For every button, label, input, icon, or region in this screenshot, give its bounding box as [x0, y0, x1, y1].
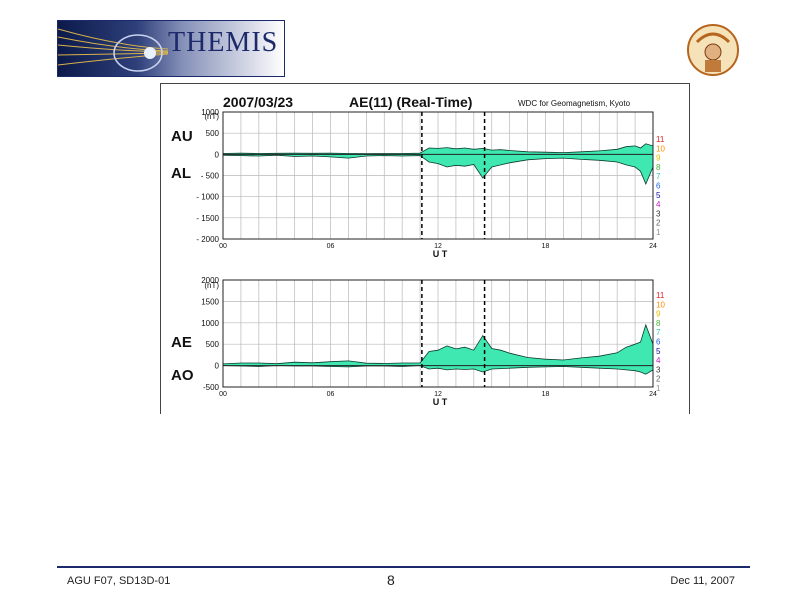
x-tick-label: 00: [219, 243, 227, 250]
x-tick-label: 12: [434, 243, 442, 250]
series-label-ao: AO: [171, 367, 194, 384]
y-tick-label: 1000: [201, 108, 219, 117]
unit-label: (nT): [204, 281, 219, 290]
y-tick-label: - 500: [201, 172, 220, 181]
station-count-label: 9: [656, 154, 661, 163]
magnetosphere-graphic: [58, 28, 169, 72]
station-count-label: 1: [656, 228, 661, 237]
y-tick-label: - 1500: [196, 214, 219, 223]
plot-frame: [222, 111, 654, 240]
y-tick-label: - 2000: [196, 235, 219, 244]
footer-divider: [57, 566, 750, 568]
station-count-label: 8: [656, 163, 661, 172]
chart-canvas: 2007/03/23 AE(11) (Real-Time) WDC for Ge…: [171, 94, 665, 407]
x-tick-label: 24: [649, 243, 657, 250]
station-count-label: 5: [656, 347, 661, 356]
station-count-label: 4: [656, 200, 661, 209]
station-count-label: 10: [656, 144, 665, 153]
station-count-label: 10: [656, 300, 665, 309]
y-tick-label: - 1000: [196, 193, 219, 202]
logo-title: THEMIS: [168, 27, 279, 58]
x-tick-label: 18: [542, 243, 550, 250]
station-count-label: 3: [656, 209, 661, 218]
themis-mascot-icon: [687, 24, 739, 76]
station-count-label: 2: [656, 219, 661, 228]
series-label-au: AU: [171, 128, 193, 145]
station-count-label: 6: [656, 182, 661, 191]
station-count-label: 8: [656, 319, 661, 328]
x-tick-label: 12: [434, 391, 442, 398]
station-count-label: 6: [656, 338, 661, 347]
y-tick-label: -500: [203, 383, 220, 392]
x-tick-label: 18: [542, 391, 550, 398]
ae-index-chart: 2007/03/23 AE(11) (Real-Time) WDC for Ge…: [160, 83, 690, 414]
series-label-ae: AE: [171, 334, 192, 351]
station-count-label: 9: [656, 310, 661, 319]
page-number: 8: [387, 572, 395, 588]
footer-meeting-label: AGU F07, SD13D-01: [67, 575, 171, 587]
station-count-label: 7: [656, 172, 661, 181]
station-count-label: 5: [656, 191, 661, 200]
station-count-label: 2: [656, 375, 661, 384]
x-tick-label: 06: [327, 391, 335, 398]
station-count-label: 11: [656, 291, 665, 300]
footer-date: Dec 11, 2007: [670, 575, 735, 587]
y-tick-label: 500: [206, 129, 220, 138]
y-tick-label: 1000: [201, 319, 219, 328]
y-tick-label: 500: [206, 340, 220, 349]
unit-label: (nT): [204, 112, 219, 121]
station-count-label: 7: [656, 328, 661, 337]
y-tick-label: 0: [215, 150, 220, 159]
station-count-label: 3: [656, 365, 661, 374]
themis-logo-banner: THEMIS: [57, 20, 285, 77]
y-tick-label: 0: [215, 362, 220, 371]
x-tick-label: 06: [327, 243, 335, 250]
x-axis-label: U T: [433, 397, 448, 407]
y-tick-label: 1500: [201, 297, 219, 306]
station-count-label: 4: [656, 356, 661, 365]
chart-title: AE(11) (Real-Time): [349, 94, 472, 110]
y-tick-label: 2000: [201, 276, 219, 285]
chart-date: 2007/03/23: [223, 94, 293, 110]
plot-frame: [222, 279, 654, 388]
x-axis-label: U T: [433, 249, 448, 259]
series-label-al: AL: [171, 165, 191, 182]
x-tick-label: 00: [219, 391, 227, 398]
x-tick-label: 24: [649, 391, 657, 398]
chart-source: WDC for Geomagnetism, Kyoto: [518, 99, 631, 108]
station-count-label: 11: [656, 135, 665, 144]
station-count-label: 1: [656, 384, 661, 393]
